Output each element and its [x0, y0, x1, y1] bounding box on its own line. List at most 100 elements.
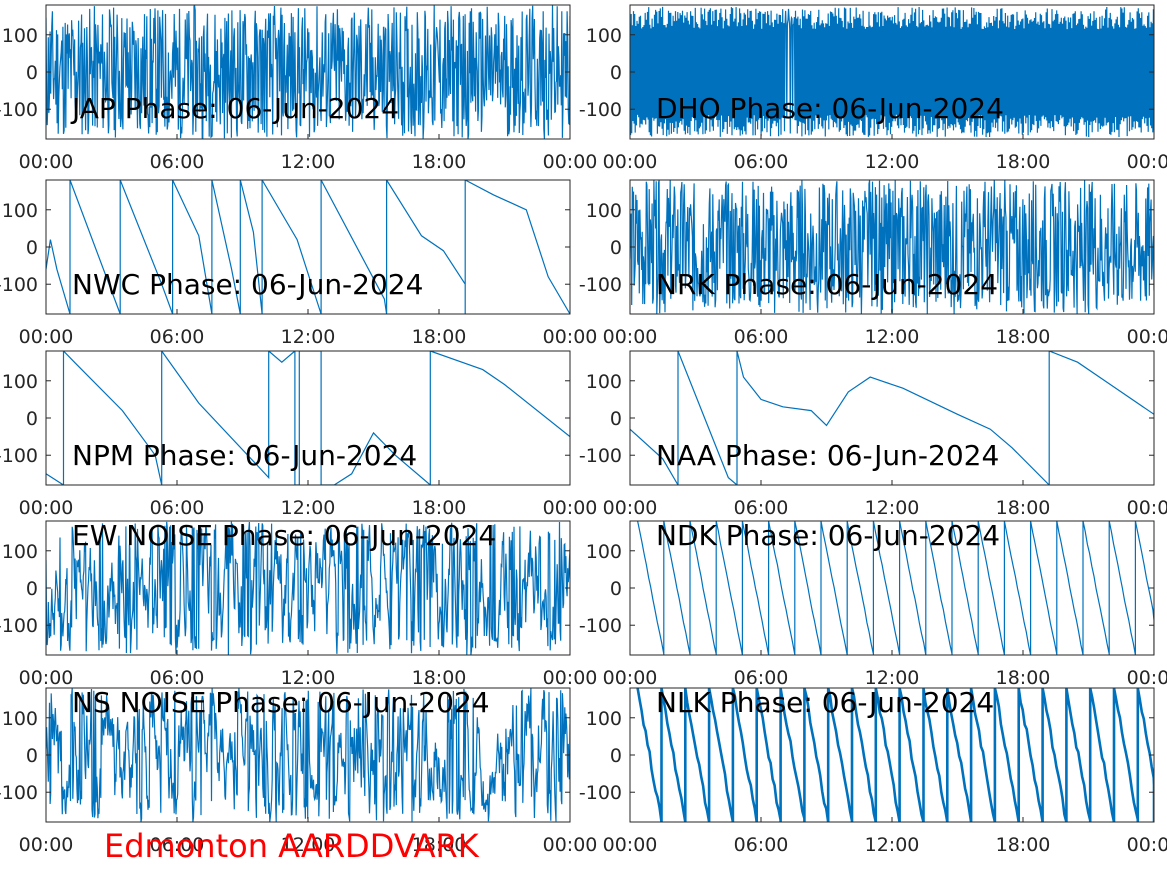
panel-title: EW NOISE Phase: 06-Jun-2024 — [72, 519, 496, 552]
panel-title: NWC Phase: 06-Jun-2024 — [72, 268, 423, 301]
panel-title: DHO Phase: 06-Jun-2024 — [656, 92, 1004, 125]
x-tick-label: 12:00 — [865, 497, 920, 519]
figure-title: Edmonton AARDDVARK — [104, 827, 479, 865]
x-tick-label: 06:00 — [734, 151, 789, 173]
trace-line — [46, 5, 570, 139]
y-tick-label: 0 — [610, 237, 622, 259]
chart-panel-2: -100 0 100 00:00 06:00 12:00 18:00 00:00 NWC Pha… — [0, 179, 598, 348]
x-tick-label: 00:00 — [19, 497, 74, 519]
y-tick-label: -100 — [579, 445, 622, 467]
y-tick-label: 100 — [586, 541, 622, 563]
x-tick-label: 00:00 — [603, 667, 658, 689]
y-tick-label: -100 — [579, 274, 622, 296]
x-tick-label: 12:00 — [281, 667, 336, 689]
x-tick-label: 00:00 — [543, 834, 598, 856]
x-tick-label: 18:00 — [996, 667, 1051, 689]
x-tick-label: 12:00 — [865, 151, 920, 173]
x-tick-label: 00:00 — [19, 326, 74, 348]
y-tick-label: -100 — [0, 782, 38, 804]
x-tick-label: 06:00 — [734, 834, 789, 856]
trace-line — [46, 180, 570, 314]
y-tick-label: 100 — [586, 708, 622, 730]
x-tick-label: 12:00 — [865, 834, 920, 856]
x-tick-label: 18:00 — [412, 326, 467, 348]
y-tick-label: 0 — [610, 62, 622, 84]
y-tick-label: 0 — [26, 745, 38, 767]
y-tick-label: -100 — [0, 99, 38, 121]
x-tick-label: 12:00 — [281, 834, 336, 856]
x-tick-label: 06:00 — [734, 326, 789, 348]
x-tick-label: 00:00 — [603, 326, 658, 348]
x-tick-label: 00:00 — [19, 834, 74, 856]
chart-panel-8: -100 0 100 00:00 06:00 12:00 18:00 00:00 NS NOIS… — [0, 686, 597, 856]
y-tick-label: 0 — [26, 408, 38, 430]
x-tick-label: 12:00 — [281, 326, 336, 348]
x-tick-label: 00:00 — [603, 151, 658, 173]
trace-line — [46, 688, 570, 822]
x-tick-label: 18:00 — [996, 497, 1051, 519]
x-tick-label: 06:00 — [150, 151, 205, 173]
x-tick-label: 06:00 — [150, 497, 205, 519]
x-tick-label: 00:00 — [543, 667, 598, 689]
x-tick-label: 12:00 — [281, 151, 336, 173]
panel-title: NLK Phase: 06-Jun-2024 — [656, 686, 994, 719]
x-tick-label: 18:00 — [412, 834, 467, 856]
x-tick-label: 00:00 — [1127, 834, 1167, 856]
y-tick-label: 0 — [26, 62, 38, 84]
y-tick-label: 0 — [610, 578, 622, 600]
x-tick-label: 00:00 — [543, 151, 598, 173]
y-tick-label: -100 — [579, 99, 622, 121]
y-tick-label: 100 — [2, 25, 38, 47]
y-tick-label: -100 — [579, 782, 622, 804]
x-tick-label: 06:00 — [734, 497, 789, 519]
chart-panel-7: -100 0 100 00:00 06:00 12:00 18:00 00:00 NDK Pha… — [579, 519, 1167, 689]
x-tick-label: 12:00 — [281, 497, 336, 519]
chart-panel-4: -100 0 100 00:00 06:00 12:00 18:00 00:00 NPM Pha… — [0, 350, 598, 519]
x-tick-label: 18:00 — [996, 326, 1051, 348]
panel-title: JAP Phase: 06-Jun-2024 — [70, 92, 399, 125]
y-tick-label: 0 — [610, 745, 622, 767]
panel-title: NS NOISE Phase: 06-Jun-2024 — [72, 686, 490, 719]
panel-title: NPM Phase: 06-Jun-2024 — [72, 439, 417, 472]
x-tick-label: 00:00 — [603, 834, 658, 856]
chart-panel-9: -100 0 100 00:00 06:00 12:00 18:00 00:00 NLK Pha… — [579, 686, 1167, 856]
x-tick-label: 06:00 — [150, 667, 205, 689]
y-tick-label: 100 — [586, 25, 622, 47]
x-tick-label: 00:00 — [1127, 667, 1167, 689]
panel-title: NDK Phase: 06-Jun-2024 — [656, 519, 1000, 552]
trace-line — [637, 521, 1154, 655]
x-tick-label: 18:00 — [996, 151, 1051, 173]
trace-line — [630, 6, 1154, 138]
trace-line — [630, 351, 1154, 485]
y-tick-label: 0 — [26, 578, 38, 600]
y-tick-label: 100 — [2, 708, 38, 730]
panel-title: NAA Phase: 06-Jun-2024 — [656, 439, 999, 472]
x-tick-label: 00:00 — [19, 667, 74, 689]
x-tick-label: 12:00 — [865, 667, 920, 689]
y-tick-label: 0 — [610, 408, 622, 430]
trace-line — [46, 521, 570, 655]
chart-panel-6: -100 0 100 00:00 06:00 12:00 18:00 00:00 EW NOIS… — [0, 519, 597, 689]
x-tick-label: 00:00 — [1127, 151, 1167, 173]
panel-title: NRK Phase: 06-Jun-2024 — [656, 268, 998, 301]
x-tick-label: 06:00 — [150, 326, 205, 348]
y-tick-label: -100 — [0, 445, 38, 467]
trace-line — [46, 351, 570, 485]
chart-panel-5: -100 0 100 00:00 06:00 12:00 18:00 00:00 NAA Pha… — [579, 350, 1167, 519]
y-tick-label: -100 — [0, 615, 38, 637]
x-tick-label: 00:00 — [19, 151, 74, 173]
x-tick-label: 00:00 — [1127, 326, 1167, 348]
y-tick-label: 100 — [586, 200, 622, 222]
x-tick-label: 18:00 — [412, 497, 467, 519]
x-tick-label: 00:00 — [543, 326, 598, 348]
trace-line — [636, 688, 1154, 822]
y-tick-label: 100 — [2, 371, 38, 393]
chart-panel-1: -100 0 100 00:00 06:00 12:00 18:00 00:00 DHO Pha… — [579, 4, 1167, 173]
x-tick-label: 00:00 — [543, 497, 598, 519]
y-tick-label: -100 — [579, 615, 622, 637]
y-tick-label: 100 — [2, 541, 38, 563]
y-tick-label: -100 — [0, 274, 38, 296]
x-tick-label: 18:00 — [412, 667, 467, 689]
x-tick-label: 18:00 — [996, 834, 1051, 856]
